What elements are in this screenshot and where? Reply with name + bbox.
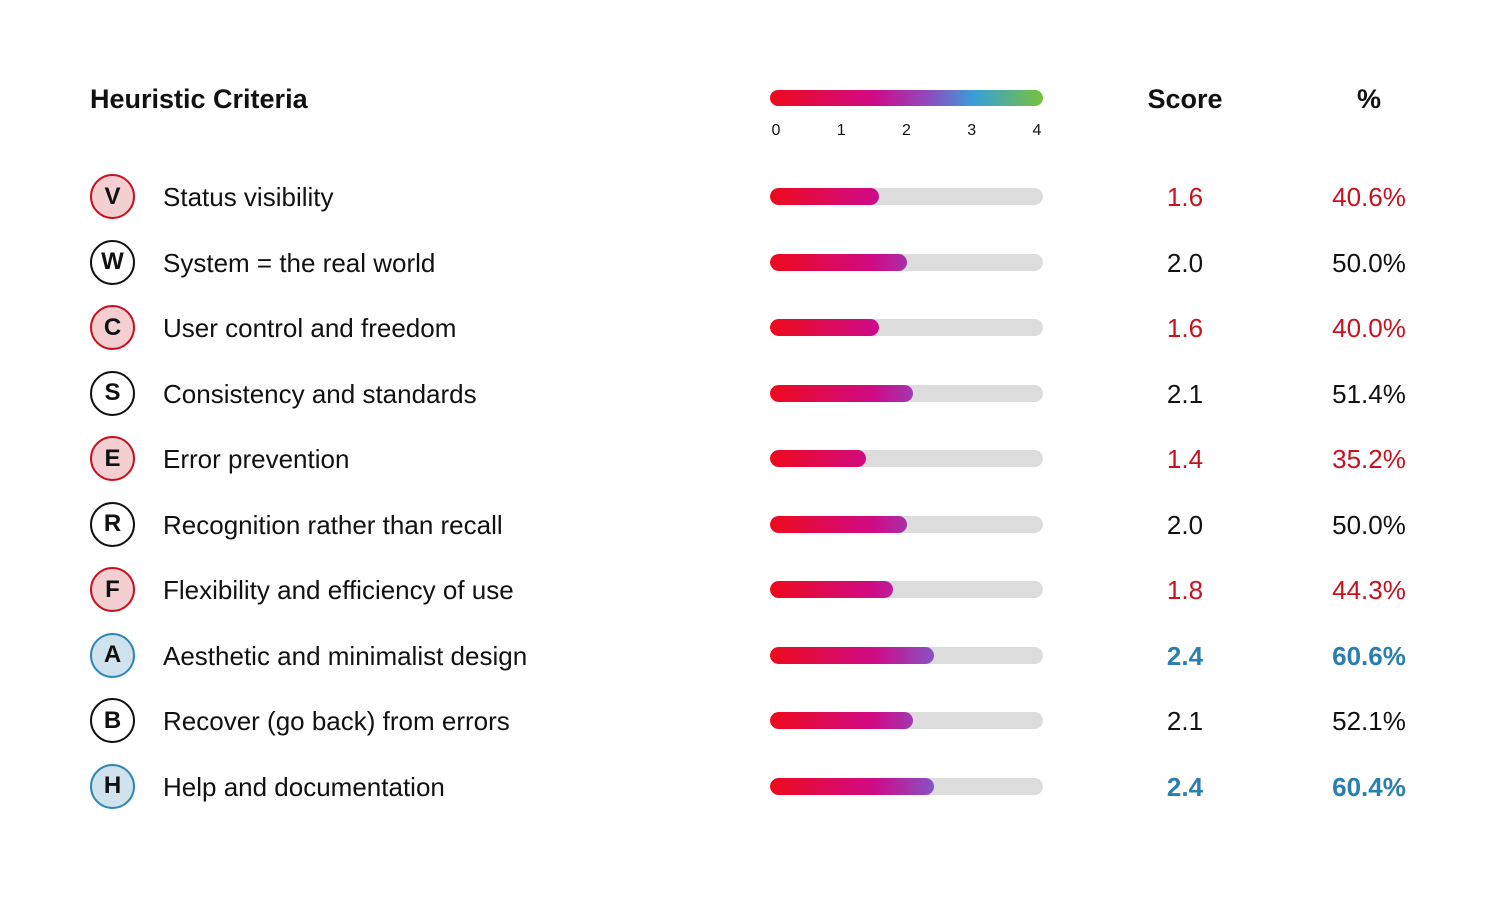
- legend-tick: 4: [1032, 122, 1042, 139]
- criteria-row: H Help and documentation 2.4 60.4%: [0, 763, 1500, 820]
- letter-badge: C: [90, 305, 135, 350]
- criteria-label: Consistency and standards: [163, 378, 477, 409]
- bar-track: [770, 384, 1043, 402]
- score-value: 2.4: [1166, 640, 1204, 671]
- score-value: 1.8: [1166, 575, 1204, 605]
- criteria-label: Flexibility and efficiency of use: [163, 575, 514, 605]
- score-bar: [770, 777, 934, 795]
- bar-track: [770, 646, 1043, 664]
- score-bar: [770, 450, 866, 467]
- letter-badge: E: [90, 436, 135, 481]
- bar-track: [770, 777, 1043, 795]
- criteria-row: F Flexibility and efficiency of use 1.8 44.…: [0, 567, 1500, 623]
- score-value: 2.0: [1166, 247, 1204, 278]
- criteria-label: Help and documentation: [163, 771, 445, 802]
- letter-badge: F: [90, 567, 135, 612]
- score-value: 2.0: [1166, 509, 1204, 540]
- legend-tick: 2: [902, 122, 911, 139]
- score-value: 1.6: [1166, 313, 1204, 343]
- criteria-header: Heuristic Criteria: [90, 84, 308, 114]
- percent-header: %: [1356, 84, 1381, 114]
- percent-value: 35.2%: [1332, 444, 1406, 474]
- criteria-row: S Consistency and standards 2.1 51.4%: [0, 370, 1500, 427]
- criteria-label: User control and freedom: [163, 313, 457, 343]
- letter-badge: B: [90, 698, 135, 743]
- criteria-label: Recover (go back) from errors: [163, 706, 510, 736]
- score-value: 2.1: [1166, 706, 1204, 736]
- score-bar: [770, 319, 880, 336]
- score-bar: [770, 646, 934, 664]
- criteria-label: Recognition rather than recall: [163, 509, 503, 540]
- bar-track: [770, 319, 1043, 336]
- score-bar: [770, 384, 914, 402]
- score-header: Score: [1147, 84, 1223, 114]
- criteria-row: W System = the real world 2.0 50.0%: [0, 239, 1500, 296]
- percent-value: 51.4%: [1332, 378, 1406, 409]
- bar-track: [770, 515, 1043, 533]
- score-bar: [770, 515, 907, 533]
- score-bar: [770, 253, 907, 271]
- legend-tick: 3: [967, 122, 977, 139]
- criteria-label: System = the real world: [163, 247, 436, 278]
- criteria-label: Error prevention: [163, 444, 350, 474]
- bar-track: [770, 253, 1043, 271]
- letter-badge: R: [90, 501, 135, 547]
- percent-value: 40.6%: [1332, 182, 1406, 212]
- legend-tick: 0: [771, 122, 781, 139]
- percent-value: 44.3%: [1332, 575, 1406, 605]
- score-bar: [770, 712, 914, 729]
- score-value: 1.6: [1166, 182, 1204, 212]
- criteria-row: A Aesthetic and minimalist design 2.4 60.6%: [0, 632, 1500, 689]
- criteria-row: C User control and freedom 1.6 40.0%: [0, 305, 1500, 361]
- percent-value: 60.6%: [1332, 640, 1406, 671]
- bar-track: [770, 581, 1043, 598]
- criteria-row: E Error prevention 1.4 35.2%: [0, 436, 1500, 492]
- bar-track: [770, 450, 1043, 467]
- percent-value: 60.4%: [1332, 771, 1406, 802]
- bar-track: [770, 188, 1043, 205]
- score-value: 2.1: [1166, 378, 1204, 409]
- color-scale-legend: [770, 90, 1043, 106]
- percent-value: 40.0%: [1332, 313, 1406, 343]
- criteria-row: V Status visibility 1.6 40.6%: [0, 174, 1500, 230]
- percent-value: 50.0%: [1332, 509, 1406, 540]
- criteria-row: B Recover (go back) from errors 2.1 52.1%: [0, 698, 1500, 754]
- score-bar: [770, 188, 880, 205]
- score-value: 2.4: [1166, 771, 1204, 802]
- percent-value: 52.1%: [1332, 706, 1406, 736]
- criteria-label: Status visibility: [163, 182, 334, 212]
- score-bar: [770, 581, 893, 598]
- letter-badge: A: [90, 632, 135, 678]
- bar-track: [770, 712, 1043, 729]
- legend-tick: 1: [836, 122, 846, 139]
- letter-badge: V: [90, 174, 135, 219]
- percent-value: 50.0%: [1332, 247, 1406, 278]
- letter-badge: H: [90, 763, 135, 809]
- score-value: 1.4: [1166, 444, 1204, 474]
- letter-badge: W: [90, 239, 135, 285]
- criteria-row: R Recognition rather than recall 2.0 50.0%: [0, 501, 1500, 558]
- criteria-label: Aesthetic and minimalist design: [163, 640, 528, 671]
- letter-badge: S: [90, 370, 135, 416]
